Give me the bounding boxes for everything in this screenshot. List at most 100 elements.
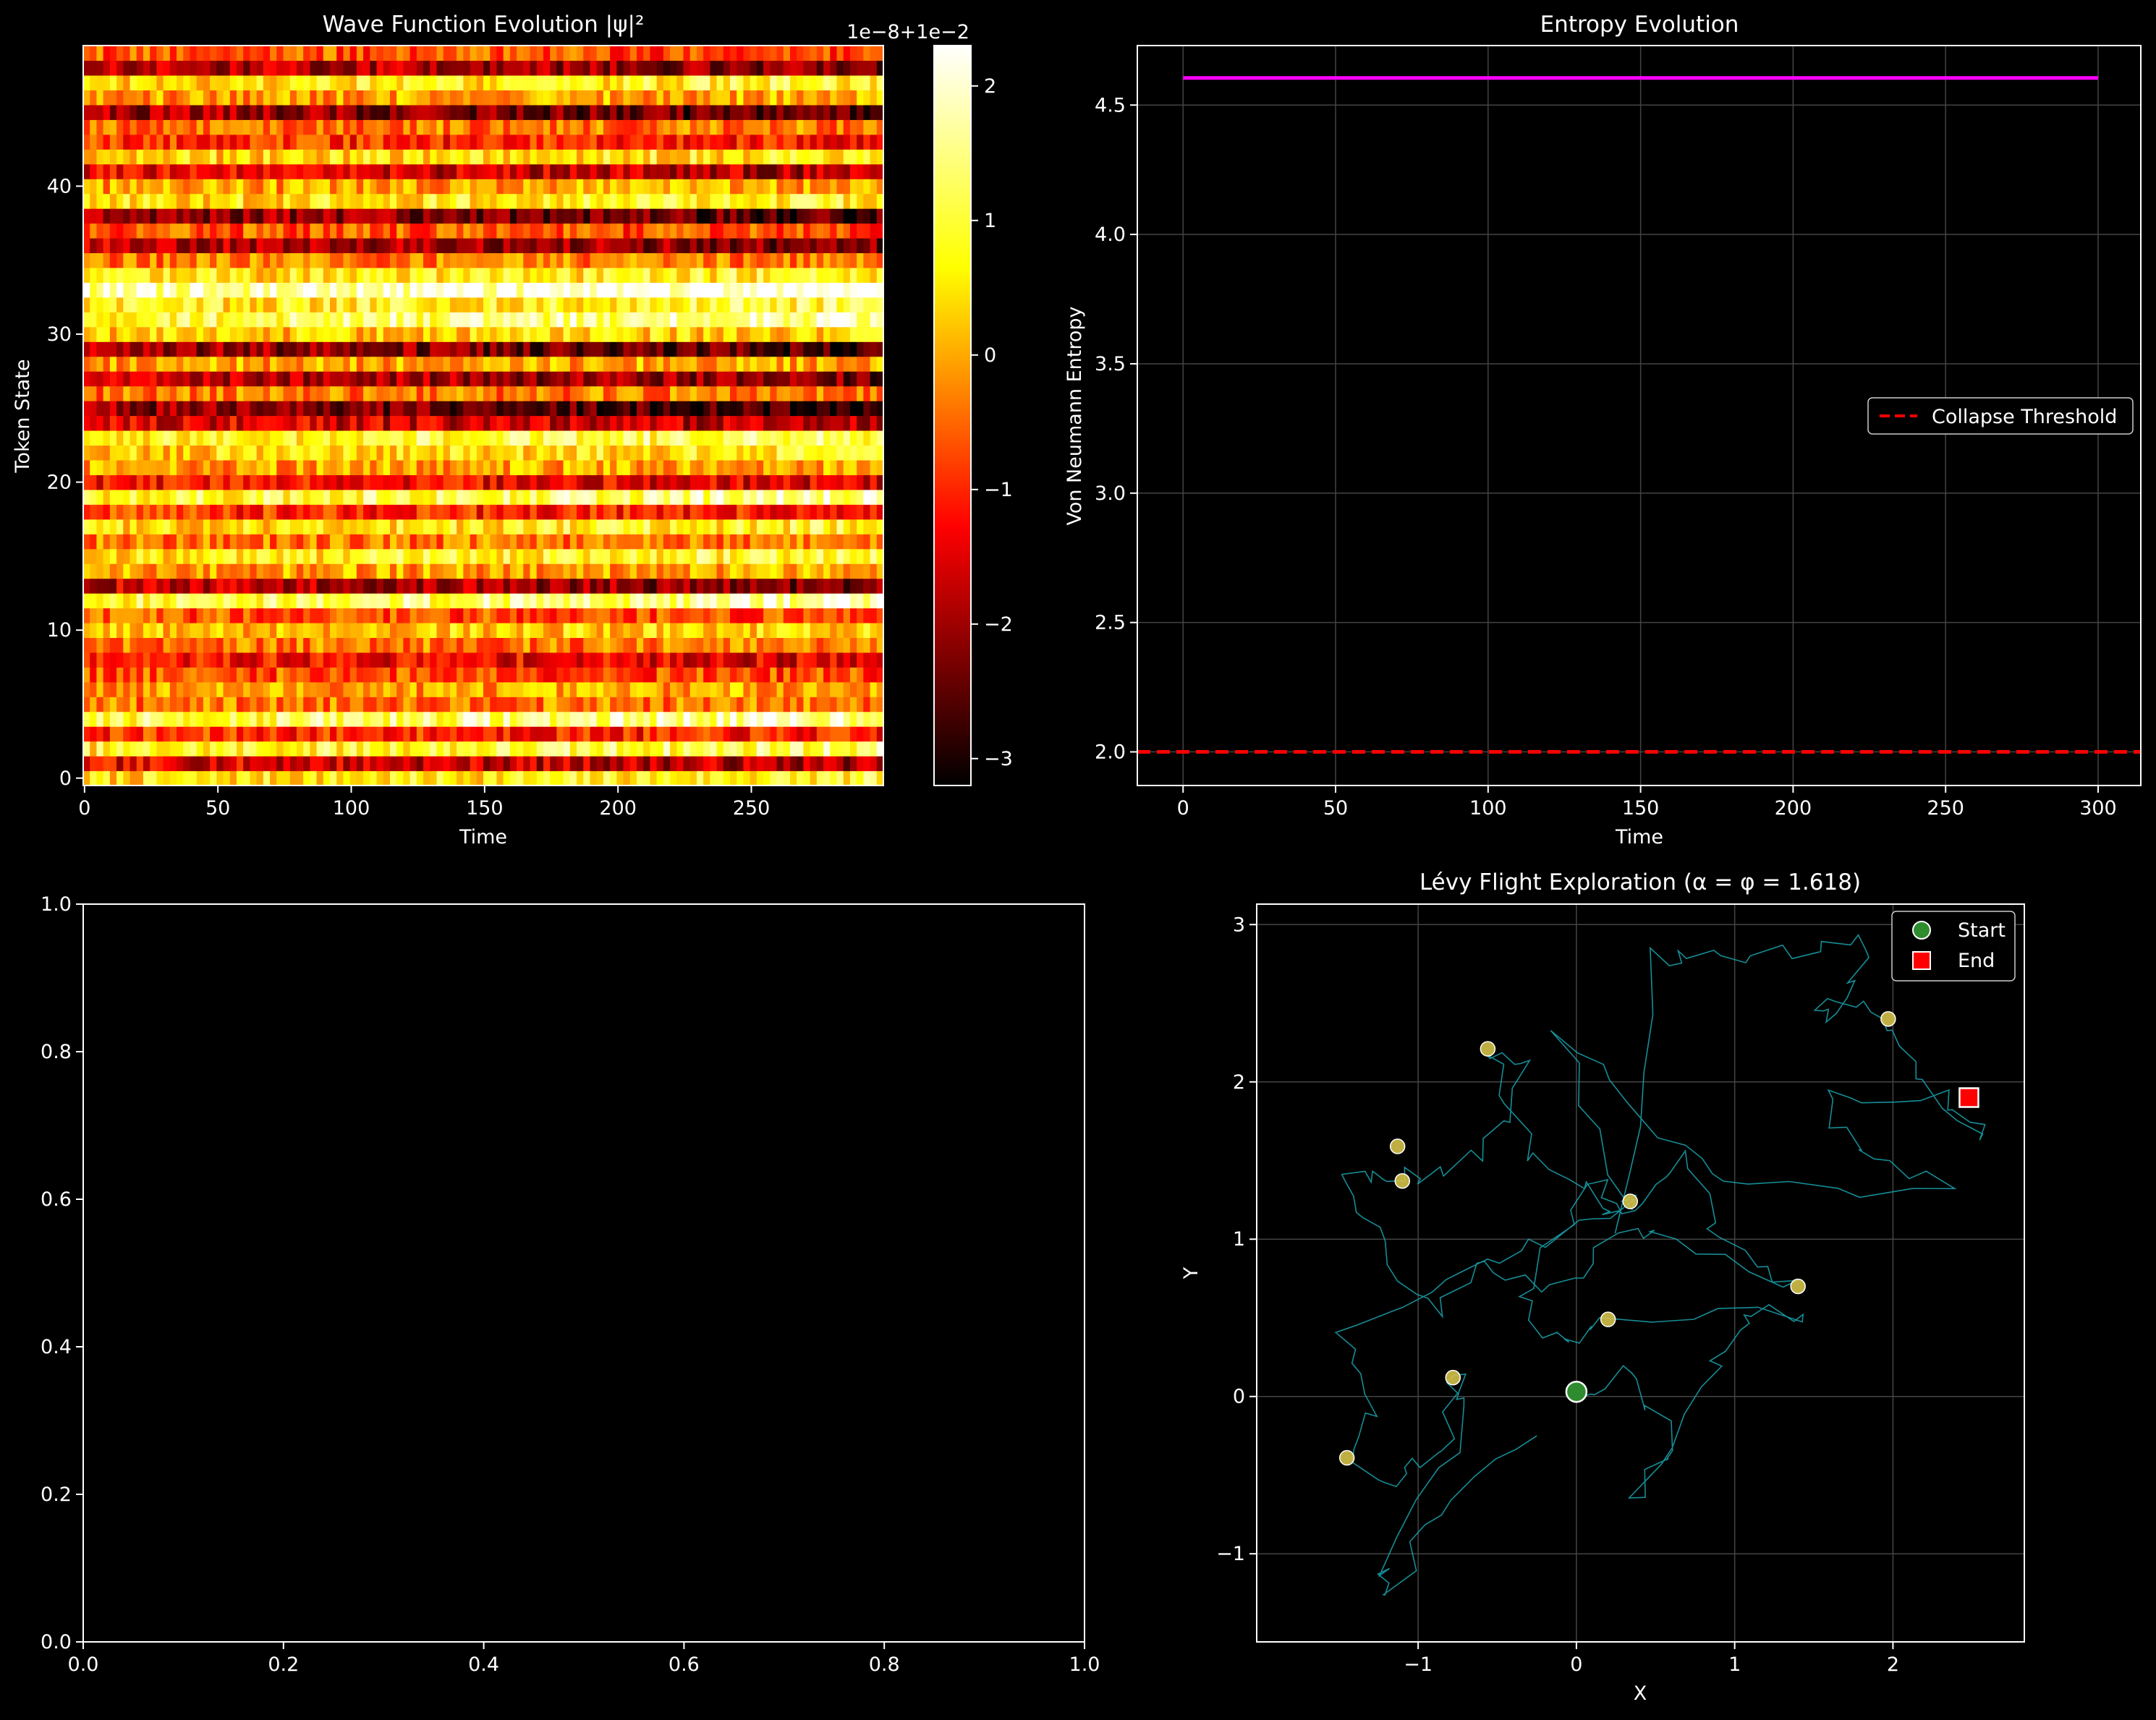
heatmap-cell [536, 652, 544, 668]
heatmap-cell [229, 697, 237, 712]
heatmap-cell [663, 489, 671, 505]
heatmap-cell [723, 445, 731, 461]
heatmap-cell [696, 637, 704, 653]
heatmap-cell [550, 474, 557, 490]
heatmap-cell [737, 504, 744, 520]
heatmap-cell [636, 371, 644, 387]
heatmap-cell [336, 252, 344, 268]
heatmap-cell [743, 341, 751, 357]
heatmap-cell [743, 578, 751, 594]
heatmap-cell [696, 430, 704, 446]
heatmap-cell [183, 356, 191, 372]
heatmap-cell [530, 622, 538, 638]
heatmap-cell [643, 459, 651, 475]
heatmap-cell [836, 652, 844, 668]
heatmap-cell [449, 371, 457, 387]
heatmap-cell [596, 223, 604, 239]
heatmap-cell [689, 697, 697, 712]
heatmap-cell [177, 548, 184, 564]
heatmap-cell [710, 741, 718, 757]
heatmap-cell [310, 697, 318, 712]
heatmap-cell [870, 667, 878, 683]
heatmap-cell [623, 637, 631, 653]
heatmap-cell [536, 445, 544, 461]
heatmap-cell [730, 252, 737, 268]
heatmap-cell [543, 237, 551, 254]
heatmap-cell [716, 326, 724, 342]
heatmap-cell [689, 371, 697, 387]
heatmap-cell [590, 622, 598, 638]
heatmap-cell [289, 237, 297, 254]
heatmap-cell [797, 563, 804, 579]
heatmap-cell [83, 681, 90, 697]
heatmap-cell [663, 756, 671, 772]
heatmap-cell [163, 326, 171, 342]
heatmap-cell [203, 770, 211, 786]
heatmap-cell [363, 667, 370, 683]
heatmap-cell [256, 312, 264, 328]
heatmap-cell [803, 489, 811, 505]
heatmap-cell [383, 711, 391, 727]
heatmap-cell [723, 297, 731, 312]
heatmap-cell [563, 356, 571, 372]
heatmap-cell [236, 578, 244, 594]
heatmap-cell [583, 208, 591, 224]
heatmap-cell [550, 386, 557, 401]
heatmap-cell [150, 711, 157, 727]
heatmap-cell [703, 312, 710, 328]
heatmap-cell [476, 415, 484, 431]
heatmap-cell [90, 415, 98, 431]
heatmap-cell [389, 312, 397, 328]
heatmap-cell [396, 356, 404, 372]
heatmap-cell [870, 326, 878, 342]
heatmap-cell [876, 223, 883, 239]
heatmap-cell [457, 237, 464, 254]
heatmap-cell [143, 208, 150, 224]
heatmap-cell [183, 681, 191, 697]
heatmap-cell [336, 726, 344, 742]
heatmap-cell [409, 356, 417, 372]
heatmap-cell [336, 208, 344, 224]
heatmap-cell [550, 401, 557, 417]
heatmap-cell [349, 401, 357, 417]
heatmap-cell [683, 474, 691, 490]
heatmap-cell [169, 474, 177, 490]
heatmap-cell [737, 430, 744, 446]
heatmap-cell [457, 223, 464, 239]
heatmap-cell [623, 282, 631, 298]
heatmap-cell [730, 267, 737, 283]
heatmap-cell [603, 474, 611, 490]
heatmap-cell [656, 711, 664, 727]
heatmap-cell [863, 563, 871, 579]
heatmap-cell [563, 563, 571, 579]
heatmap-cell [236, 608, 244, 623]
heatmap-cell [503, 622, 511, 638]
heatmap-cell [656, 534, 664, 550]
heatmap-cell [783, 726, 791, 742]
heatmap-cell [476, 179, 484, 195]
heatmap-cell [356, 297, 364, 312]
heatmap-cell [229, 430, 237, 446]
heatmap-cell [256, 208, 264, 224]
heatmap-cell [483, 356, 491, 372]
heatmap-cell [330, 297, 337, 312]
heatmap-cell [857, 459, 864, 475]
heatmap-cell [770, 726, 778, 742]
heatmap-cell [569, 430, 577, 446]
heatmap-cell [116, 770, 124, 786]
heatmap-cell [783, 179, 791, 195]
heatmap-cell [136, 474, 144, 490]
heatmap-cell [236, 652, 244, 668]
heatmap-cell [336, 341, 344, 357]
heatmap-cell [503, 548, 511, 564]
heatmap-cell [116, 578, 124, 594]
heatmap-cell [870, 578, 878, 594]
heatmap-cell [737, 415, 744, 431]
heatmap-cell [716, 459, 724, 475]
heatmap-cell [163, 563, 171, 579]
heatmap-cell [96, 401, 104, 417]
heatmap-cell [663, 282, 671, 298]
heatmap-cell [136, 312, 144, 328]
heatmap-cell [109, 563, 117, 579]
heatmap-cell [303, 282, 310, 298]
